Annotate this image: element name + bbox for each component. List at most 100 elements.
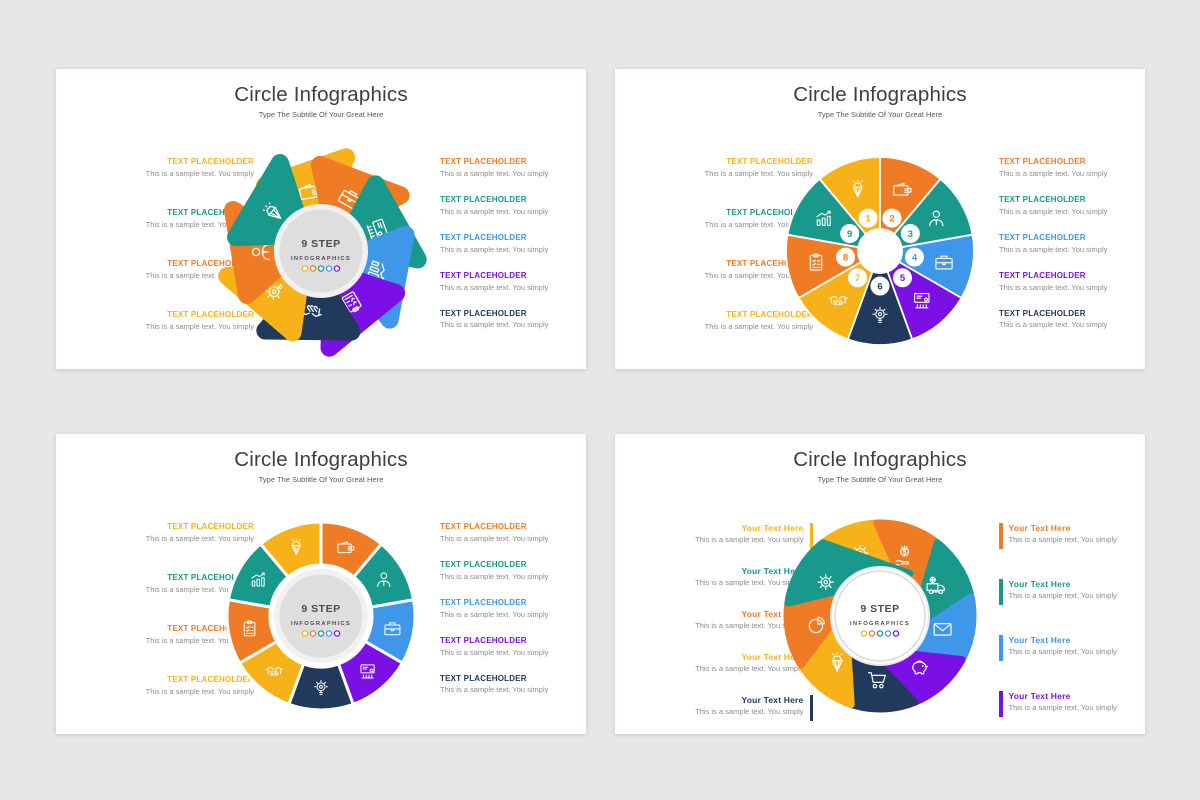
placeholder-heading: TEXT PLACEHOLDER [167, 207, 254, 217]
envelope-icon [933, 623, 952, 636]
slide-card-2[interactable]: Circle Infographics Type The Subtitle Of… [615, 69, 1145, 369]
clipboard-icon [243, 620, 256, 637]
text-placeholder-item: TEXT PLACEHOLDER This is a sample text. Y… [84, 259, 254, 281]
placeholder-body: This is a sample text. You simply [1008, 703, 1117, 713]
lightbulb-icon [265, 284, 283, 301]
left-text-column: TEXT PLACEHOLDER This is a sample text. Y… [84, 522, 254, 726]
text-placeholder-item: TEXT PLACEHOLDER This is a sample text. Y… [440, 560, 610, 582]
step-number: 3 [908, 229, 913, 240]
text-placeholder-item: TEXT PLACEHOLDER This is a sample text. Y… [643, 208, 813, 230]
step-number-badge: 8 [835, 246, 857, 268]
placeholder-heading: TEXT PLACEHOLDER [440, 157, 527, 166]
text-placeholder-item: TEXT PLACEHOLDER This is a sample text. Y… [440, 598, 610, 620]
placeholder-body: This is a sample text. You simply [145, 270, 254, 280]
slide-subtitle: Type The Subtitle Of Your Great Here [258, 475, 384, 484]
placeholder-heading: TEXT PLACEHOLDER [167, 623, 254, 633]
center-infographics-label: INFOGRAPHICS [291, 256, 351, 262]
placeholder-heading: Your Text Here [1008, 523, 1071, 533]
slide-subtitle: Type The Subtitle Of Your Great Here [817, 475, 943, 484]
placeholder-body: This is a sample text. You simply [440, 647, 549, 657]
center-circle: 9 STEP INFOGRAPHICS [830, 566, 930, 666]
placeholder-body: This is a sample text. You simply [695, 621, 804, 631]
center-infographics-label: INFOGRAPHICS [291, 621, 351, 627]
placeholder-body: This is a sample text. You simply [145, 168, 254, 178]
placeholder-heading: Your Text Here [741, 566, 804, 576]
placeholder-heading: TEXT PLACEHOLDER [167, 522, 254, 531]
placeholder-body: This is a sample text. You simply [999, 168, 1108, 178]
right-text-column: TEXT PLACEHOLDER This is a sample text. Y… [440, 522, 610, 712]
placeholder-body: This is a sample text. You simply [440, 533, 549, 543]
placeholder-body: This is a sample text. You simply [704, 270, 813, 280]
step-number: 8 [843, 252, 848, 263]
slide-card-3[interactable]: Circle Infographics Type The Subtitle Of… [56, 434, 586, 734]
accent-bar [809, 523, 813, 549]
center-dot [892, 630, 900, 637]
slide-title: Circle Infographics [793, 83, 967, 106]
placeholder-heading: Your Text Here [1008, 691, 1071, 701]
placeholder-heading: TEXT PLACEHOLDER [167, 157, 254, 166]
briefcase-icon [384, 622, 401, 636]
center-dot [325, 630, 333, 637]
placeholder-body: This is a sample text. You simply [440, 282, 549, 292]
placeholder-body: This is a sample text. You simply [440, 571, 549, 581]
accent-bar [999, 691, 1003, 717]
text-placeholder-item: TEXT PLACEHOLDER This is a sample text. Y… [84, 522, 254, 544]
placeholder-body: This is a sample text. You simply [704, 219, 813, 229]
placeholder-heading: Your Text Here [741, 695, 804, 705]
placeholder-body: This is a sample text. You simply [440, 206, 549, 216]
text-placeholder-item: Your Text Here This is a sample text. You… [999, 635, 1169, 661]
step-number: 9 [847, 229, 852, 240]
step-number-badge: 1 [857, 207, 879, 229]
step-number-badge: 9 [839, 223, 861, 244]
center-dot [301, 630, 309, 637]
placeholder-body: This is a sample text. You simply [145, 584, 254, 594]
slide-card-4[interactable]: Circle Infographics Type The Subtitle Of… [615, 434, 1145, 734]
placeholder-heading: TEXT PLACEHOLDER [440, 559, 527, 569]
pinwheel-infographic: 9 STEP INFOGRAPHICS [209, 139, 433, 363]
placeholder-body: This is a sample text. You simply [145, 635, 254, 645]
step-number: 7 [855, 273, 860, 284]
gear-icon [817, 573, 834, 591]
text-placeholder-item: TEXT PLACEHOLDER This is a sample text. Y… [84, 675, 254, 697]
slide-card-1[interactable]: Circle Infographics Type The Subtitle Of… [56, 69, 586, 369]
placeholder-heading: TEXT PLACEHOLDER [440, 635, 527, 645]
placeholder-heading: TEXT PLACEHOLDER [440, 673, 527, 683]
placeholder-body: This is a sample text. You simply [695, 664, 804, 674]
diamond-icon [852, 179, 863, 198]
placeholder-body: This is a sample text. You simply [704, 168, 813, 178]
text-placeholder-item: TEXT PLACEHOLDER This is a sample text. Y… [84, 157, 254, 179]
placeholder-heading: TEXT PLACEHOLDER [726, 309, 813, 319]
accent-bar [809, 695, 813, 721]
wallet-icon [337, 541, 355, 554]
delivery-truck-icon [926, 576, 945, 595]
placeholder-heading: TEXT PLACEHOLDER [167, 572, 254, 582]
placeholder-heading: Your Text Here [741, 609, 804, 619]
lightbulb-icon [872, 306, 888, 323]
accent-bar [999, 523, 1003, 549]
placeholder-heading: TEXT PLACEHOLDER [440, 522, 527, 531]
diamond-icon [291, 538, 301, 555]
placeholder-body: This is a sample text. You simply [440, 244, 549, 254]
placeholder-body: This is a sample text. You simply [145, 321, 254, 331]
center-dot [333, 265, 341, 272]
text-placeholder-item: TEXT PLACEHOLDER This is a sample text. Y… [84, 208, 254, 230]
text-placeholder-item: TEXT PLACEHOLDER This is a sample text. Y… [84, 573, 254, 595]
text-placeholder-item: Your Text Here This is a sample text. You… [999, 579, 1169, 605]
text-placeholder-item: TEXT PLACEHOLDER This is a sample text. Y… [440, 157, 610, 179]
text-placeholder-item: Your Text Here This is a sample text. You… [999, 691, 1169, 717]
step-number-badge: 7 [847, 267, 869, 289]
diamond-icon [262, 202, 282, 219]
step-number-badge: 4 [903, 246, 925, 268]
placeholder-heading: TEXT PLACEHOLDER [726, 207, 813, 217]
placeholder-heading: TEXT PLACEHOLDER [440, 308, 527, 318]
center-dot [333, 630, 341, 637]
step-number: 4 [912, 252, 918, 263]
center-dot [325, 265, 333, 272]
text-placeholder-item: TEXT PLACEHOLDER This is a sample text. Y… [999, 195, 1169, 217]
person-icon [377, 572, 391, 588]
money-hand-icon [895, 545, 910, 566]
placeholder-heading: TEXT PLACEHOLDER [999, 270, 1086, 280]
placeholder-body: This is a sample text. You simply [695, 535, 804, 545]
left-text-column: TEXT PLACEHOLDER This is a sample text. Y… [643, 157, 813, 361]
